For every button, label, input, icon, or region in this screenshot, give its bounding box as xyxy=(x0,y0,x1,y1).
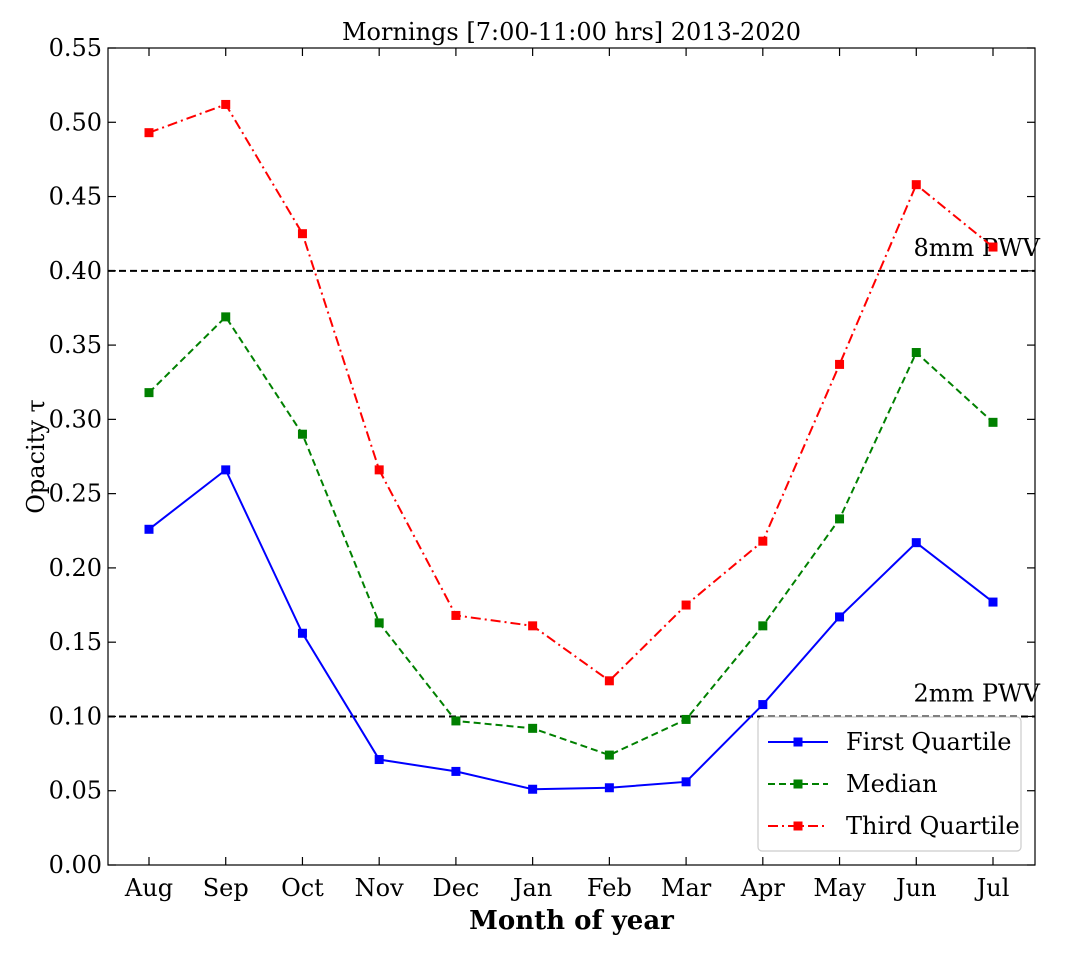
data-point xyxy=(144,128,154,138)
x-tick-label: Oct xyxy=(281,874,324,902)
x-tick-label: May xyxy=(813,874,866,902)
reference-lines: 8mm PWV 2mm PWV xyxy=(108,234,1041,718)
data-point xyxy=(758,621,768,631)
y-tick-label: 0.10 xyxy=(49,702,102,730)
data-point xyxy=(297,628,307,638)
data-point xyxy=(835,359,845,369)
data-point xyxy=(911,180,921,190)
data-point xyxy=(604,783,614,793)
data-point xyxy=(758,536,768,546)
legend: First Quartile Median Third Quartile xyxy=(757,716,1022,852)
reference-line-label: 8mm PWV xyxy=(913,234,1040,262)
data-point xyxy=(221,312,231,322)
data-point xyxy=(528,784,538,794)
x-tick-label: Apr xyxy=(740,874,786,902)
x-tick-label: Jan xyxy=(510,874,552,902)
legend-label: First Quartile xyxy=(846,728,1012,756)
data-point xyxy=(297,429,307,439)
data-point xyxy=(604,750,614,760)
x-tick-label: Jul xyxy=(974,874,1010,902)
data-point xyxy=(988,597,998,607)
y-tick-label: 0.55 xyxy=(49,34,102,62)
data-point xyxy=(988,242,998,252)
legend-label: Median xyxy=(846,770,938,798)
data-point xyxy=(528,621,538,631)
data-point xyxy=(835,514,845,524)
data-point xyxy=(681,777,691,787)
chart-title: Mornings [7:00-11:00 hrs] 2013-2020 xyxy=(342,18,801,46)
legend-marker xyxy=(793,821,803,831)
series-line xyxy=(148,103,994,683)
x-tick-label: Aug xyxy=(124,874,173,902)
legend-marker xyxy=(793,779,803,789)
plot-frame xyxy=(107,47,1036,866)
y-tick-label: 0.50 xyxy=(49,108,102,136)
data-point xyxy=(297,229,307,239)
y-axis-label: Opacity τ xyxy=(22,399,50,514)
x-axis-label: Month of year xyxy=(469,906,674,936)
series-1 xyxy=(144,312,998,760)
x-tick-label: Nov xyxy=(355,874,404,902)
data-point xyxy=(835,612,845,622)
legend-item: First Quartile xyxy=(768,728,1012,756)
x-tick-label: Jun xyxy=(893,874,937,902)
series-group xyxy=(144,99,998,794)
data-point xyxy=(451,610,461,620)
data-point xyxy=(221,465,231,475)
data-point xyxy=(144,524,154,534)
data-point xyxy=(604,676,614,686)
data-point xyxy=(911,348,921,358)
legend-box xyxy=(757,716,1022,852)
y-tick-label: 0.40 xyxy=(49,257,102,285)
data-point xyxy=(758,700,768,710)
y-tick-label: 0.00 xyxy=(49,851,102,879)
data-point xyxy=(221,99,231,109)
y-tick-label: 0.25 xyxy=(49,480,102,508)
y-tick-label: 0.05 xyxy=(49,777,102,805)
y-tick-label: 0.15 xyxy=(49,628,102,656)
legend-item: Third Quartile xyxy=(768,812,1020,840)
legend-marker xyxy=(793,737,803,747)
x-axis: Aug Sep Oct Nov Dec Jan Feb Mar Apr May Jun Jul xyxy=(124,48,1009,902)
series-line xyxy=(148,315,994,757)
x-tick-label: Dec xyxy=(432,874,479,902)
data-point xyxy=(911,538,921,548)
data-point xyxy=(988,417,998,427)
data-point xyxy=(374,465,384,475)
series-2 xyxy=(144,99,998,686)
legend-label: Third Quartile xyxy=(846,812,1020,840)
data-point xyxy=(681,714,691,724)
x-tick-label: Sep xyxy=(203,874,249,902)
series-0 xyxy=(144,465,998,794)
data-point xyxy=(451,766,461,776)
y-axis: 0.00 0.05 0.10 0.15 0.20 0.25 0.30 0.35 0.40 0.45… xyxy=(49,34,1035,879)
y-tick-label: 0.20 xyxy=(49,554,102,582)
data-point xyxy=(681,600,691,610)
series-line xyxy=(148,468,994,791)
y-tick-label: 0.45 xyxy=(49,183,102,211)
data-point xyxy=(451,716,461,726)
x-tick-label: Feb xyxy=(587,874,632,902)
x-tick-label: Mar xyxy=(661,874,712,902)
data-point xyxy=(144,388,154,398)
data-point xyxy=(374,618,384,628)
y-tick-label: 0.35 xyxy=(49,331,102,359)
reference-line-label: 2mm PWV xyxy=(913,679,1040,707)
legend-item: Median xyxy=(768,770,938,798)
data-point xyxy=(374,755,384,765)
data-point xyxy=(528,723,538,733)
y-tick-label: 0.30 xyxy=(49,405,102,433)
